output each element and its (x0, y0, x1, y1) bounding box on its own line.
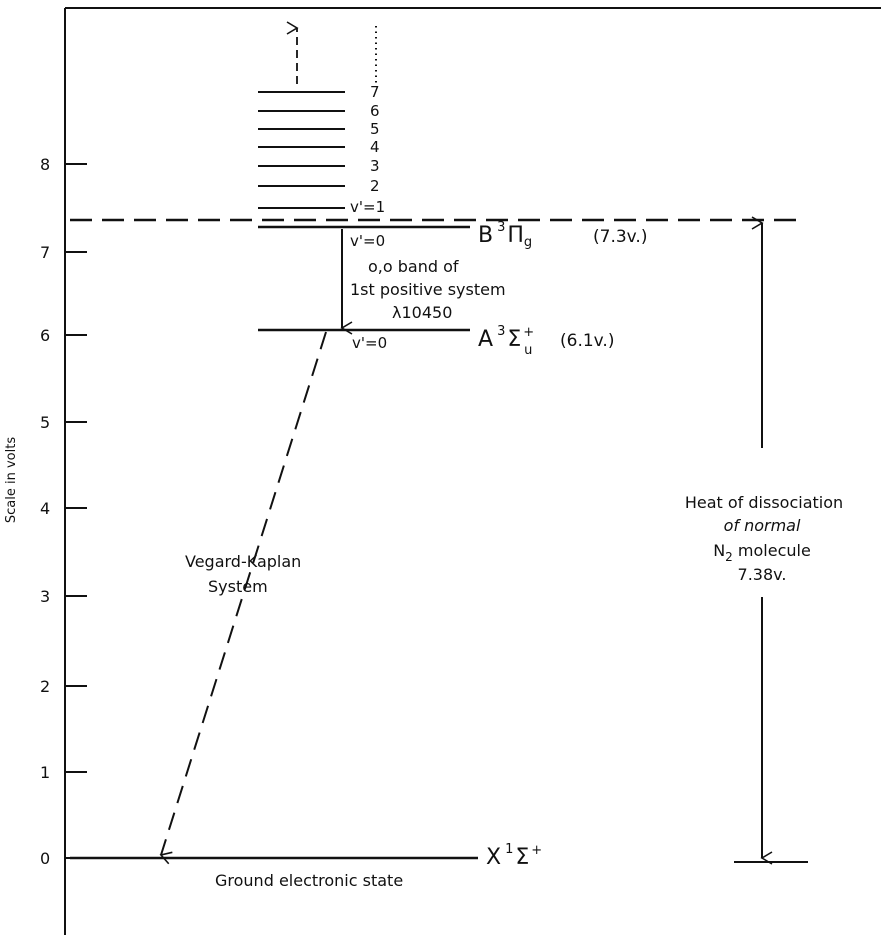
a-state-term-symbol: A 3Σ + u (478, 324, 534, 358)
tick-label-2: 2 (40, 677, 50, 696)
b-state-v0-label: v'=0 (350, 232, 385, 250)
vib-label-5: 5 (370, 120, 380, 138)
transition-label-line3: λ10450 (392, 303, 452, 322)
axis-title: Scale in volts (4, 437, 19, 523)
vib-label-7: 7 (370, 83, 380, 101)
tick-label-5: 5 (40, 413, 50, 432)
a-state-energy: (6.1v.) (560, 331, 614, 351)
tick-label-7: 7 (40, 243, 50, 262)
dissociation-label-line2: of normal (724, 516, 801, 535)
b-state-term-symbol: B 3Πg (478, 220, 532, 250)
tick-label-3: 3 (40, 587, 50, 606)
tick-label-1: 1 (40, 763, 50, 782)
transition-label-line2: 1st positive system (350, 280, 506, 299)
vib-label-1: v'=1 (350, 198, 385, 216)
b-state-energy: (7.3v.) (593, 227, 647, 247)
vegard-kaplan-label-line1: Vegard-Kaplan (185, 552, 301, 571)
tick-label-6: 6 (40, 326, 50, 345)
y-axis-tick-labels: 0 1 2 3 4 5 6 7 8 (40, 155, 50, 868)
tick-label-4: 4 (40, 499, 50, 518)
ground-state-caption: Ground electronic state (215, 871, 403, 890)
vibrational-levels (258, 91, 345, 209)
vegard-kaplan-label-line2: System (208, 577, 268, 596)
a-state-v0-label: v'=0 (352, 334, 387, 352)
vegard-kaplan-arrow (159, 331, 327, 865)
vib-label-3: 3 (370, 157, 380, 175)
tick-label-8: 8 (40, 155, 50, 174)
vib-label-2: 2 (370, 177, 380, 195)
vibrational-labels: v'=1 2 3 4 5 6 7 (350, 83, 385, 216)
y-axis-ticks (65, 163, 87, 859)
dissociation-label-line4: 7.38v. (738, 565, 787, 584)
vib-label-4: 4 (370, 138, 380, 156)
vib-label-6: 6 (370, 102, 380, 120)
tick-label-0: 0 (40, 849, 50, 868)
dissociation-label-line1: Heat of dissociation (685, 493, 843, 512)
x-state-term-symbol: X 1Σ + (486, 842, 542, 870)
transition-label-line1: o,o band of (368, 257, 459, 276)
dissociation-label-line3: N2 molecule (713, 541, 811, 564)
